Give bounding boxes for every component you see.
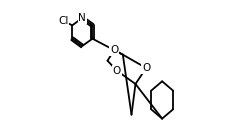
Text: O: O	[142, 63, 150, 73]
Text: O: O	[112, 66, 120, 76]
Text: Cl: Cl	[58, 16, 68, 26]
Text: N: N	[78, 13, 86, 23]
Text: O: O	[110, 45, 118, 55]
